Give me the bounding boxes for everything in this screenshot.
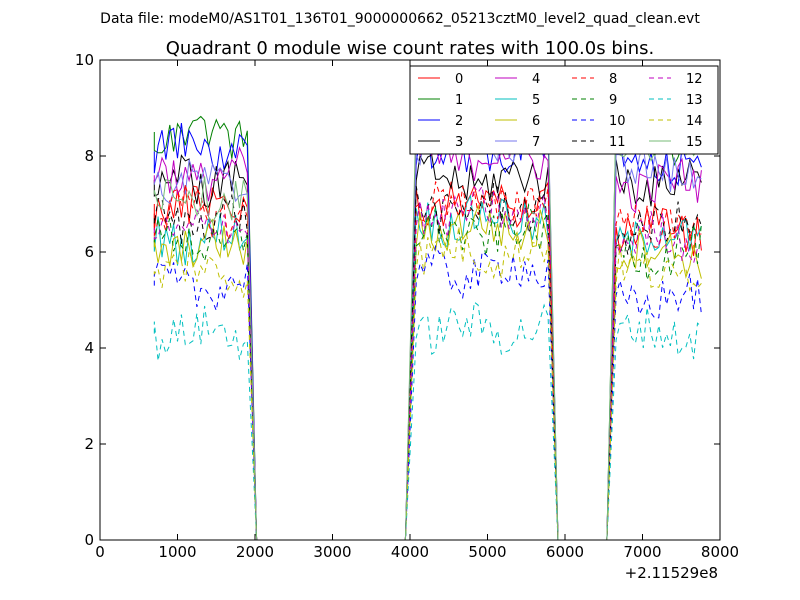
legend-label-7: 7 <box>532 135 540 150</box>
legend-label-6: 6 <box>532 114 540 129</box>
legend-label-3: 3 <box>455 135 463 150</box>
legend-label-2: 2 <box>455 114 463 129</box>
legend-label-8: 8 <box>609 72 617 87</box>
chart-title: Quadrant 0 module wise count rates with … <box>166 38 655 59</box>
x-tick-label: 2000 <box>236 543 274 561</box>
legend-label-9: 9 <box>609 93 617 108</box>
legend-box <box>409 65 719 155</box>
x-tick-label: 5000 <box>468 543 506 561</box>
x-tick-label: 7000 <box>623 543 661 561</box>
y-tick-label: 8 <box>84 147 94 165</box>
legend-label-10: 10 <box>609 114 626 129</box>
legend-label-11: 11 <box>609 135 626 150</box>
x-tick-label: 4000 <box>391 543 429 561</box>
legend-label-13: 13 <box>686 93 703 108</box>
x-tick-label: 1000 <box>158 543 196 561</box>
series-line-9 <box>153 202 702 540</box>
x-tick-label: 0 <box>95 543 105 561</box>
legend-label-12: 12 <box>686 72 703 87</box>
legend-label-5: 5 <box>532 93 540 108</box>
series-line-6 <box>153 203 702 540</box>
x-axis: 0 1000 2000 3000 4000 5000 6000 7000 8000 <box>95 60 739 561</box>
series-line-11 <box>153 181 702 540</box>
series-line-1 <box>153 103 702 540</box>
legend-label-4: 4 <box>532 72 540 87</box>
legend-label-1: 1 <box>455 93 463 108</box>
x-tick-label: 3000 <box>313 543 351 561</box>
series-layer <box>153 87 702 540</box>
y-tick-label: 6 <box>84 243 94 261</box>
x-tick-label: 8000 <box>701 543 739 561</box>
y-tick-label: 10 <box>75 51 94 69</box>
legend-label-14: 14 <box>686 114 703 129</box>
series-line-14 <box>153 226 702 540</box>
y-tick-label: 0 <box>84 531 94 549</box>
x-axis-offset-label: +2.11529e8 <box>625 564 718 582</box>
x-tick-label: 6000 <box>546 543 584 561</box>
series-line-4 <box>153 128 702 540</box>
y-tick-label: 4 <box>84 339 94 357</box>
figure-suptitle: Data file: modeM0/AS1T01_136T01_90000006… <box>100 11 700 27</box>
legend-label-0: 0 <box>455 72 463 87</box>
series-line-10 <box>153 244 702 540</box>
legend-label-15: 15 <box>686 135 703 150</box>
y-tick-label: 2 <box>84 435 94 453</box>
series-line-13 <box>153 301 702 540</box>
